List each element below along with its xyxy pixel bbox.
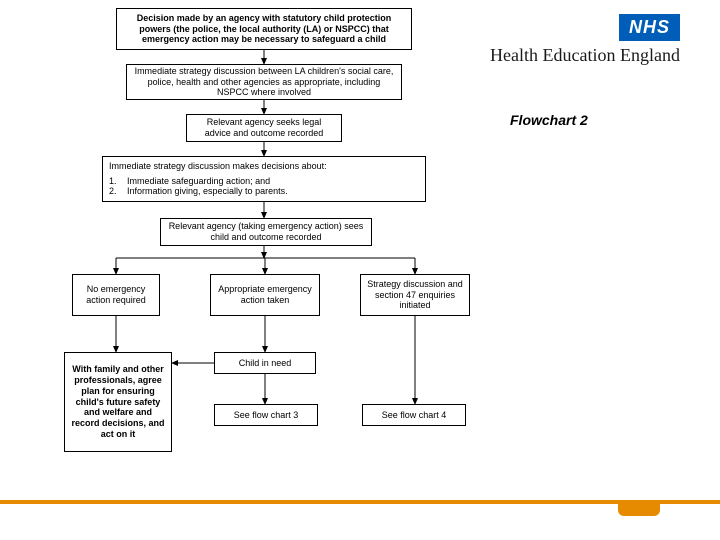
flowchart-node-n5: Relevant agency (taking emergency action… <box>160 218 372 246</box>
flowchart: Decision made by an agency with statutor… <box>60 8 500 488</box>
footer-bar <box>0 500 720 504</box>
flowchart-node-n3: Relevant agency seeks legal advice and o… <box>186 114 342 142</box>
flowchart-node-n2: Immediate strategy discussion between LA… <box>126 64 402 100</box>
flowchart-node-n12: See flow chart 4 <box>362 404 466 426</box>
logo-block: NHS Health Education England <box>490 14 680 66</box>
flowchart-node-n1: Decision made by an agency with statutor… <box>116 8 412 50</box>
footer-tab <box>618 500 660 516</box>
flowchart-node-n11: See flow chart 3 <box>214 404 318 426</box>
nhs-logo: NHS <box>619 14 680 41</box>
flowchart-title: Flowchart 2 <box>510 112 588 128</box>
flowchart-node-n8: Strategy discussion and section 47 enqui… <box>360 274 470 316</box>
flowchart-node-n7: Appropriate emergency action taken <box>210 274 320 316</box>
flowchart-node-n6: No emergency action required <box>72 274 160 316</box>
flowchart-node-n4: Immediate strategy discussion makes deci… <box>102 156 426 202</box>
flowchart-node-n9: With family and other professionals, agr… <box>64 352 172 452</box>
flowchart-node-n10: Child in need <box>214 352 316 374</box>
hee-text: Health Education England <box>490 45 680 66</box>
